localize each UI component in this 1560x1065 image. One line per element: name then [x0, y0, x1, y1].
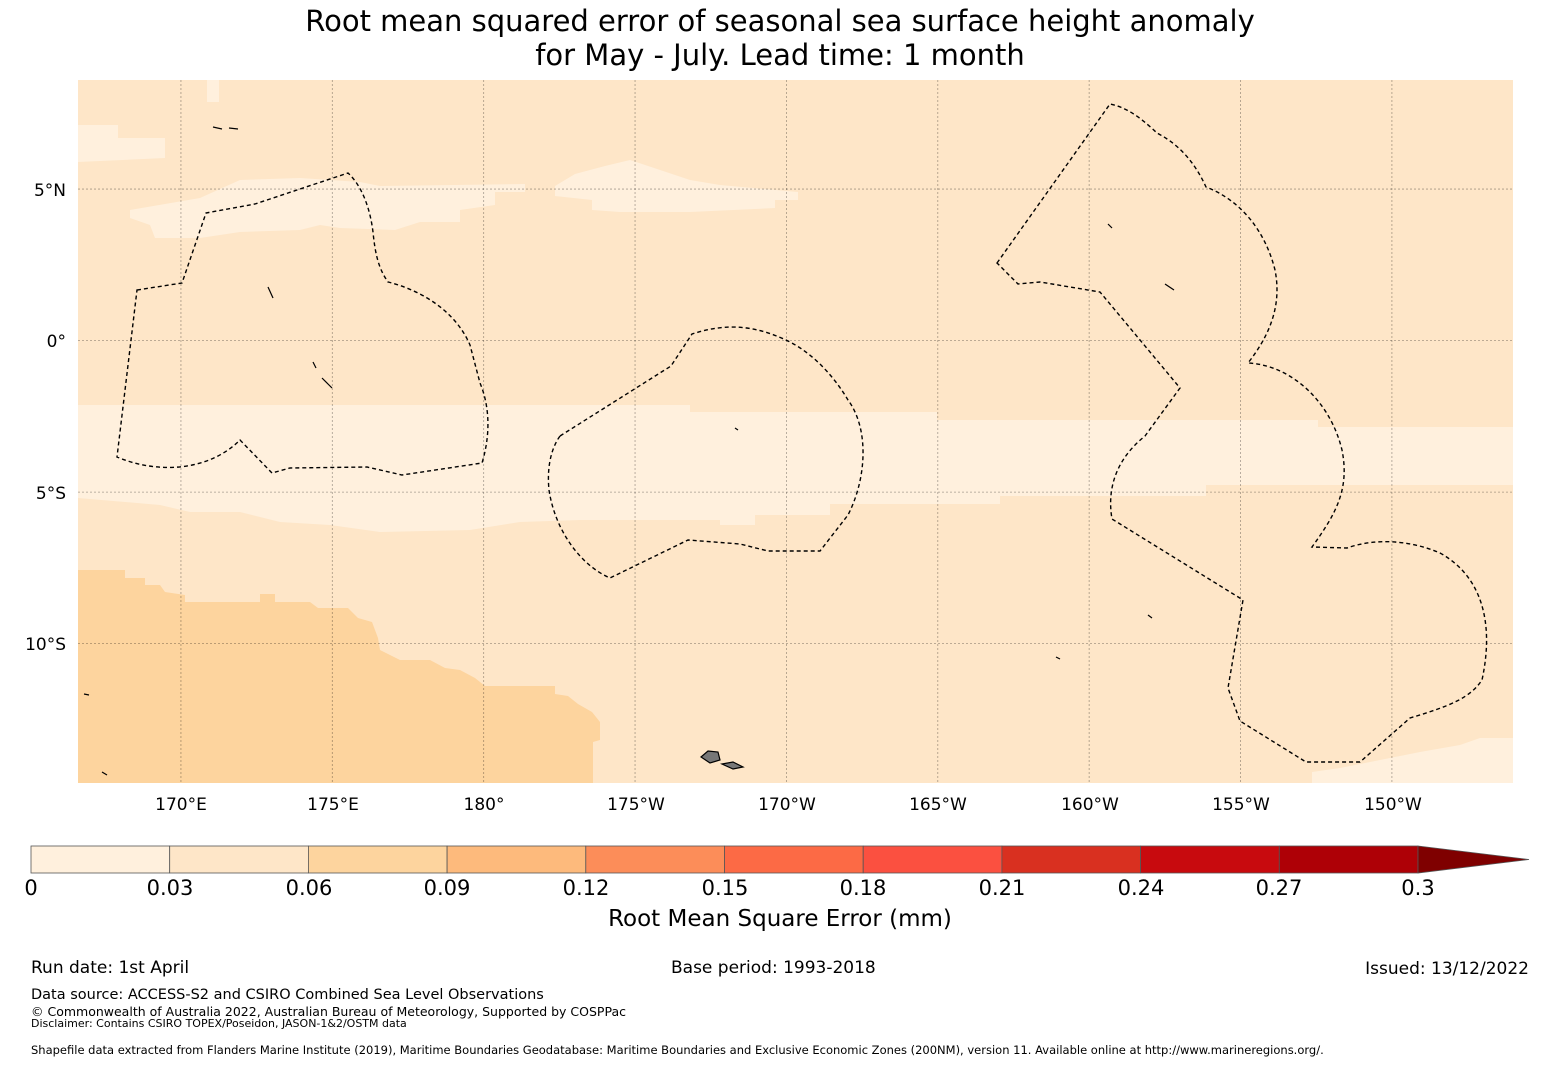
- rmse-low-region-northwest: [78, 125, 165, 162]
- lon-label-175w: 175°W: [607, 795, 665, 815]
- colorbar-tick-9: 0.27: [1255, 876, 1303, 900]
- island-fragment-10: [1055, 656, 1061, 660]
- colorbar-tick-1: 0.03: [146, 876, 194, 900]
- rmse-low-region-north-b: [555, 160, 798, 212]
- run-date: Run date: 1st April: [31, 958, 190, 978]
- island-fragment-8: [734, 427, 739, 431]
- lon-label-155w: 155°W: [1212, 795, 1270, 815]
- island-fragment-11: [83, 693, 90, 696]
- colorbar-tick-0: 0: [24, 876, 38, 900]
- rmse-low-region-equatorial-band: [78, 405, 1513, 532]
- island-fragment-2: [228, 127, 239, 130]
- colorbar-segment-9: [1278, 845, 1419, 874]
- colorbar-tick-6: 0.18: [839, 876, 887, 900]
- island-fragment-3: [267, 286, 274, 299]
- island-samoa-savaii: [700, 750, 721, 764]
- island-fragment-12: [101, 771, 108, 776]
- colorbar-tick-7: 0.21: [978, 876, 1026, 900]
- rmse-field: [78, 80, 1513, 783]
- lon-label-175e: 175°E: [307, 795, 359, 815]
- rmse-low-region-southeast: [1312, 738, 1513, 783]
- shapefile-credit: Shapefile data extracted from Flanders M…: [31, 1043, 1324, 1057]
- island-fragment-4: [312, 361, 317, 369]
- lon-label-180: 180°: [463, 795, 505, 815]
- eez-boundary-line-islands: [996, 103, 1488, 763]
- colorbar-tick-2: 0.06: [285, 876, 333, 900]
- colorbar-segment-1: [169, 845, 309, 874]
- lon-label-165w: 165°W: [909, 795, 967, 815]
- colorbar-tick-10: 0.3: [1401, 876, 1435, 900]
- island-fragment-1: [212, 126, 223, 130]
- data-source: Data source: ACCESS-S2 and CSIRO Combine…: [31, 987, 544, 1003]
- base-period: Base period: 1993-2018: [671, 958, 876, 978]
- colorbar-segment-7: [1001, 845, 1142, 874]
- colorbar-segment-5: [724, 845, 864, 874]
- colorbar-label: Root Mean Square Error (mm): [608, 906, 952, 932]
- colorbar-segment-0: [30, 845, 171, 874]
- colorbar-segment-3: [446, 845, 587, 874]
- eez-boundary-tuvalu: [116, 172, 489, 476]
- chart-title-line1: Root mean squared error of seasonal sea …: [305, 4, 1255, 38]
- lat-label-0: 0°: [46, 332, 66, 352]
- lon-label-150w: 150°W: [1364, 795, 1422, 815]
- colorbar-segment-8: [1140, 845, 1280, 874]
- colorbar-segment-2: [307, 845, 448, 874]
- disclaimer: Disclaimer: Contains CSIRO TOPEX/Poseido…: [31, 1017, 407, 1030]
- lat-label-5s: 5°S: [35, 484, 66, 504]
- chart-title-line2: for May - July. Lead time: 1 month: [535, 38, 1025, 72]
- lat-label-10s: 10°S: [25, 635, 66, 655]
- island-fragment-9: [1147, 614, 1153, 619]
- lon-label-160w: 160°W: [1061, 795, 1119, 815]
- lon-label-170e: 170°E: [155, 795, 207, 815]
- colorbar-segment-6: [862, 845, 1003, 874]
- issued-date: Issued: 13/12/2022: [1365, 959, 1529, 979]
- colorbar-segment-4: [585, 845, 725, 874]
- rmse-high-region-southwest: [78, 570, 600, 783]
- colorbar-tick-8: 0.24: [1117, 876, 1165, 900]
- colorbar: [30, 845, 1530, 874]
- colorbar-tick-4: 0.12: [562, 876, 610, 900]
- rmse-low-region-north-a: [130, 178, 525, 238]
- island-samoa-upolu: [720, 761, 745, 770]
- colorbar-tick-5: 0.15: [701, 876, 749, 900]
- map-gridlines: [78, 80, 1513, 783]
- islands: [83, 126, 1175, 776]
- colorbar-tick-3: 0.09: [423, 876, 471, 900]
- eez-boundaries: [116, 103, 1488, 763]
- lon-label-170w: 170°W: [758, 795, 816, 815]
- copyright: © Commonwealth of Australia 2022, Austra…: [31, 1004, 626, 1019]
- rmse-low-region-north-island: [207, 80, 219, 102]
- island-fragment-5: [321, 377, 333, 389]
- island-fragment-7: [1164, 283, 1175, 291]
- colorbar-extend-arrow: [1417, 845, 1530, 874]
- lat-label-5n: 5°N: [33, 181, 66, 201]
- island-fragment-6: [1107, 223, 1113, 229]
